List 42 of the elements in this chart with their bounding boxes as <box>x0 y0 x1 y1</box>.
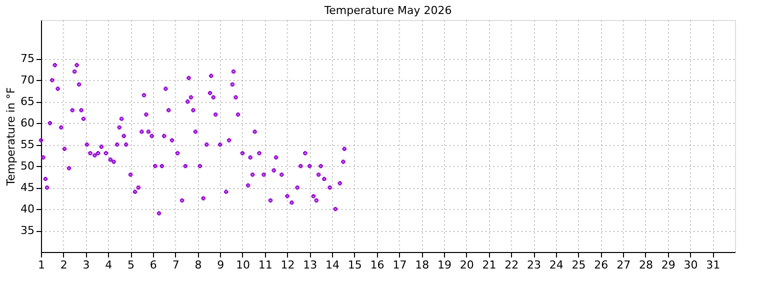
x-tick-label: 22 <box>504 258 519 272</box>
x-tick-label: 19 <box>437 258 452 272</box>
x-tick-label: 15 <box>348 258 362 272</box>
x-tick-label: 26 <box>594 258 608 272</box>
x-tick-label: 29 <box>661 258 676 272</box>
x-tick-label: 4 <box>105 258 112 272</box>
x-tick-label: 23 <box>527 258 542 272</box>
x-tick-label: 9 <box>217 258 224 272</box>
x-tick-label: 11 <box>258 258 272 272</box>
x-tick-label: 8 <box>194 258 202 272</box>
x-tick-label: 6 <box>150 258 157 272</box>
x-tick-label: 3 <box>82 258 90 272</box>
x-tick-label: 7 <box>172 258 180 272</box>
x-tick-label: 2 <box>60 258 68 272</box>
y-tick-label: 45 <box>20 181 34 194</box>
y-tick-label: 55 <box>20 138 34 152</box>
x-tick-label: 30 <box>684 258 698 272</box>
x-tick-label: 5 <box>128 258 135 272</box>
x-tick-label: 18 <box>415 258 430 272</box>
x-tick-label: 21 <box>482 258 496 272</box>
y-tick-label: 75 <box>20 52 34 66</box>
y-axis-title: Temperature in °F <box>4 87 18 187</box>
chart-title: Temperature May 2026 <box>323 4 452 17</box>
x-tick-label: 31 <box>706 258 720 272</box>
x-tick-label: 28 <box>638 258 653 272</box>
x-tick-label: 1 <box>38 258 45 272</box>
x-tick-label: 14 <box>326 258 340 272</box>
y-tick-label: 35 <box>20 224 34 238</box>
x-tick-label: 17 <box>392 258 407 272</box>
y-tick-label: 60 <box>20 116 34 130</box>
x-tick-label: 25 <box>572 258 586 272</box>
x-tick-label: 13 <box>303 258 318 272</box>
x-tick-label: 20 <box>460 258 474 272</box>
x-tick-label: 24 <box>549 258 564 272</box>
y-tick-label: 40 <box>20 202 34 216</box>
y-tick-label: 70 <box>20 74 34 87</box>
x-tick-label: 16 <box>370 258 384 272</box>
y-tick-label: 50 <box>20 160 34 173</box>
x-tick-label: 10 <box>236 258 250 272</box>
y-tick-label: 65 <box>20 95 34 108</box>
x-tick-label: 27 <box>616 258 631 272</box>
x-tick-label: 12 <box>280 258 295 272</box>
